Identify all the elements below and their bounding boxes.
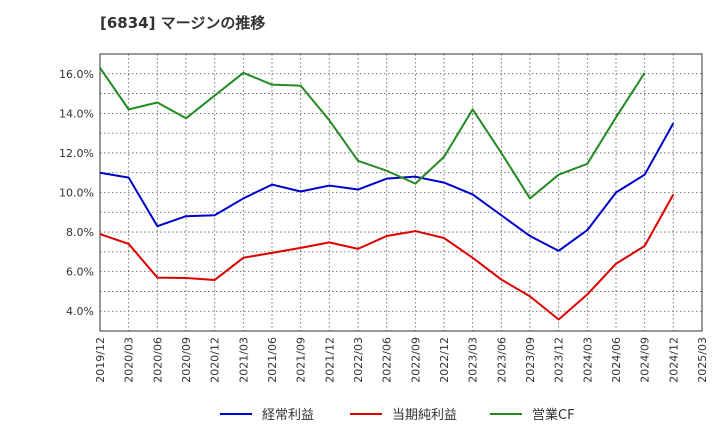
x-tick-label: 2023/06 xyxy=(495,337,508,383)
x-tick-label: 2023/09 xyxy=(524,337,537,383)
x-tick-label: 2023/03 xyxy=(467,337,480,383)
legend-label: 経常利益 xyxy=(262,408,314,423)
x-tick-label: 2024/06 xyxy=(610,337,623,383)
x-tick-label: 2021/12 xyxy=(323,337,336,383)
x-tick-label: 2020/03 xyxy=(123,337,136,383)
x-tick-label: 2024/12 xyxy=(667,337,680,383)
x-tick-label: 2022/06 xyxy=(381,337,394,383)
x-tick-label: 2020/06 xyxy=(151,337,164,383)
x-tick-label: 2022/09 xyxy=(409,337,422,383)
x-tick-label: 2024/03 xyxy=(581,337,594,383)
chart-title: [6834] マージンの推移 xyxy=(100,14,266,32)
legend-label: 営業CF xyxy=(532,407,575,423)
x-tick-label: 2022/03 xyxy=(352,337,365,383)
x-tick-label: 2021/03 xyxy=(237,337,250,383)
x-tick-label: 2021/06 xyxy=(266,337,279,383)
x-tick-label: 2024/09 xyxy=(639,337,652,383)
x-tick-label: 2019/12 xyxy=(94,337,107,383)
series-line-2 xyxy=(99,193,675,321)
y-tick-label: 4.0% xyxy=(66,305,94,318)
y-tick-label: 14.0% xyxy=(59,107,94,120)
x-tick-label: 2023/12 xyxy=(553,337,566,383)
y-tick-label: 10.0% xyxy=(59,187,94,200)
y-tick-label: 6.0% xyxy=(66,266,94,279)
x-tick-label: 2020/09 xyxy=(180,337,193,383)
series-line-3 xyxy=(99,67,646,200)
x-tick-label: 2025/03 xyxy=(696,337,709,383)
y-tick-label: 8.0% xyxy=(66,226,94,239)
plot-frame xyxy=(99,53,703,332)
legend-label: 当期純利益 xyxy=(392,408,457,423)
x-tick-label: 2022/12 xyxy=(438,337,451,383)
x-tick-label: 2020/12 xyxy=(209,337,222,383)
y-tick-label: 12.0% xyxy=(59,147,94,160)
y-tick-label: 16.0% xyxy=(59,68,94,81)
series-line-1 xyxy=(99,122,675,252)
x-tick-label: 2021/09 xyxy=(295,337,308,383)
